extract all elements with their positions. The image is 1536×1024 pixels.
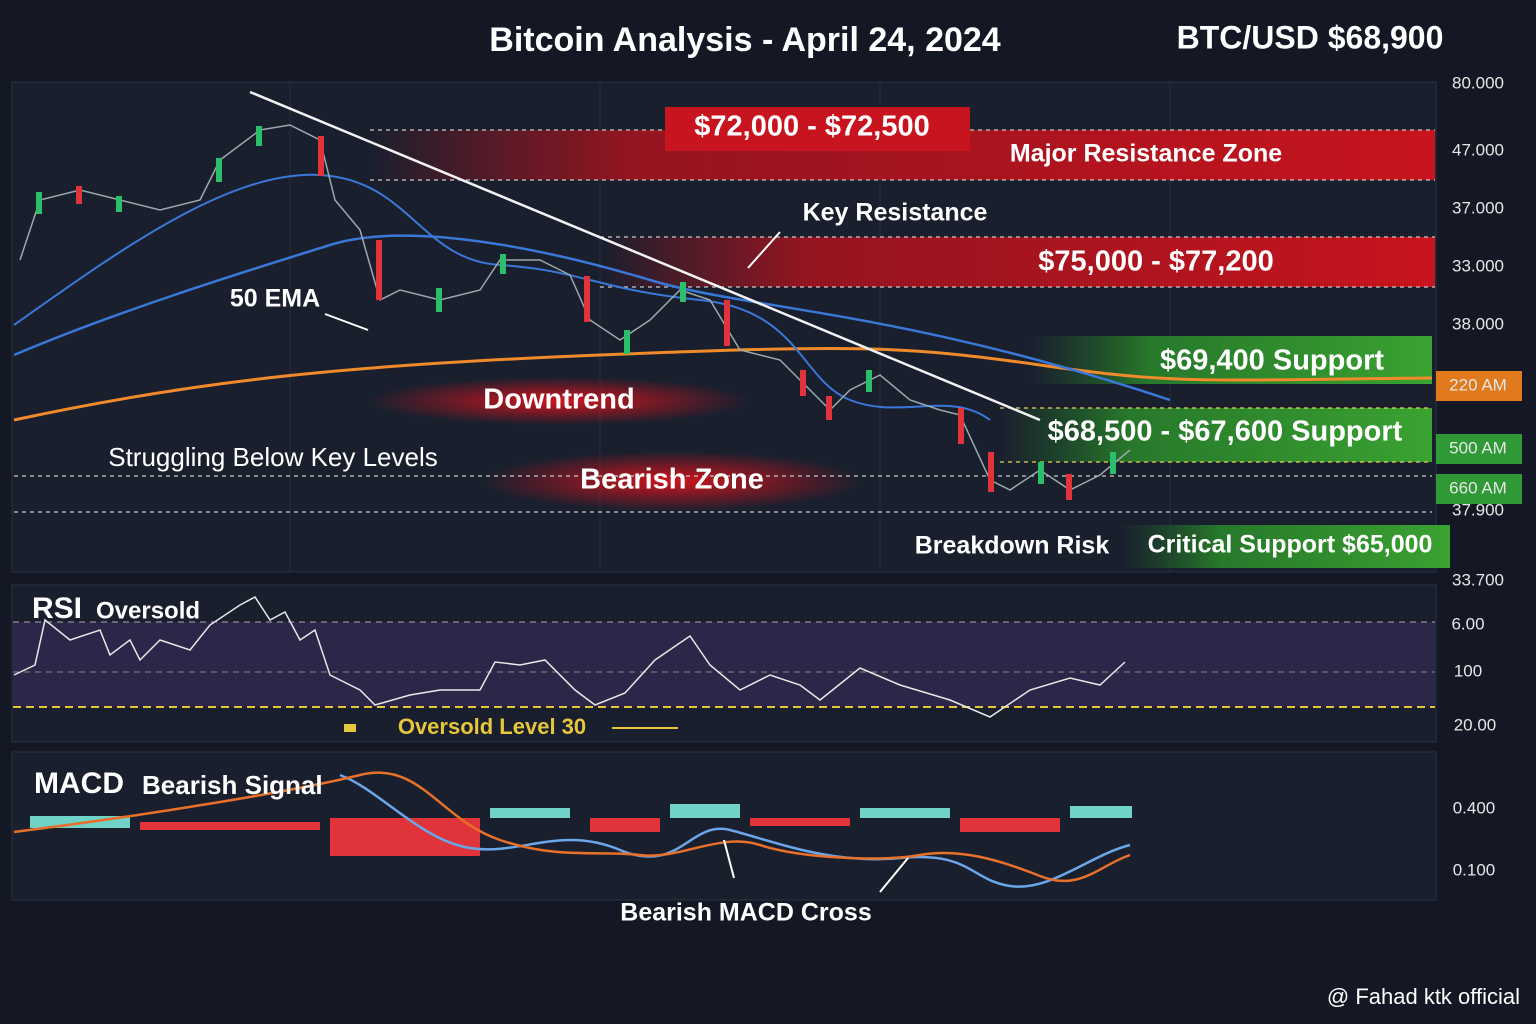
axis-tag [1436, 434, 1522, 464]
zone-label: $69,400 Support [1160, 345, 1384, 377]
glow [369, 377, 749, 425]
axis-label: 37.900 [1452, 500, 1504, 519]
signal-line [13, 771, 1131, 883]
axis-label: 220 AM [1449, 375, 1507, 394]
axis-label: 100 [1454, 661, 1482, 680]
axis-label: 6.00 [1451, 614, 1484, 633]
axis-label: 33.700 [1452, 570, 1504, 589]
macd-histogram [30, 804, 1132, 856]
zone-label: $72,000 - $72,500 [694, 111, 929, 143]
ema-100 [13, 234, 1171, 402]
title: Bitcoin Analysis - April 24, 2024 [489, 21, 1001, 59]
ema-50 [13, 173, 991, 421]
levels [14, 129, 1435, 513]
macd-title: MACD [34, 767, 124, 800]
resistance-zone [600, 237, 1435, 287]
zone-label-box [665, 107, 970, 151]
zone-label: $75,000 - $77,200 [1038, 246, 1273, 278]
annotation: Bearish Zone [580, 464, 764, 496]
axis-label: 47.000 [1452, 140, 1504, 159]
arrow [723, 839, 735, 879]
arrow [747, 231, 781, 269]
marker [344, 724, 356, 732]
axis-tag [1436, 474, 1522, 504]
rsi-curve [13, 596, 1126, 718]
axis-label: 20.00 [1454, 715, 1497, 734]
axis-label: 33.000 [1452, 256, 1504, 275]
rsi-subtitle: Oversold [96, 597, 200, 624]
annotation: Downtrend [483, 384, 634, 416]
axis-label: 0.400 [1453, 798, 1496, 817]
annotation: Breakdown Risk [915, 532, 1110, 560]
axis-label: 80.000 [1452, 73, 1504, 92]
axis-label: 660 AM [1449, 478, 1507, 497]
annotation: Key Resistance [803, 199, 988, 227]
watermark: @ Fahad ktk official [1327, 984, 1520, 1009]
ema-200 [13, 346, 1433, 422]
oversold-label: Oversold Level 30 [398, 714, 586, 739]
arrow [324, 313, 369, 331]
trendline [249, 90, 1041, 422]
zone-name: Major Resistance Zone [1010, 140, 1282, 168]
support-zone [1000, 408, 1432, 462]
axis-label: 0.100 [1453, 860, 1496, 879]
zone-label: Critical Support $65,000 [1148, 531, 1433, 559]
axis-label: 37.000 [1452, 198, 1504, 217]
macd-annotation: Bearish MACD Cross [620, 899, 871, 927]
rsi-band [13, 622, 1435, 707]
support-zone [1120, 525, 1450, 568]
annotation: 50 EMA [230, 285, 320, 313]
ticker: BTC/USD $68,900 [1177, 19, 1444, 55]
price-axis: 80.000 47.000 37.000 33.000 38.000 220 A… [1436, 73, 1522, 589]
axis-tag [1436, 371, 1522, 401]
annotation: Struggling Below Key Levels [108, 442, 438, 472]
zone-label: $68,500 - $67,600 Support [1048, 416, 1403, 448]
macd-subtitle: Bearish Signal [142, 770, 323, 800]
axis-label: 500 AM [1449, 438, 1507, 457]
macd-line [339, 773, 1131, 888]
glow [482, 451, 862, 511]
candles [36, 126, 1116, 500]
arrow [879, 857, 909, 893]
rsi-title: RSI [32, 592, 82, 625]
axis-label: 38.000 [1452, 314, 1504, 333]
